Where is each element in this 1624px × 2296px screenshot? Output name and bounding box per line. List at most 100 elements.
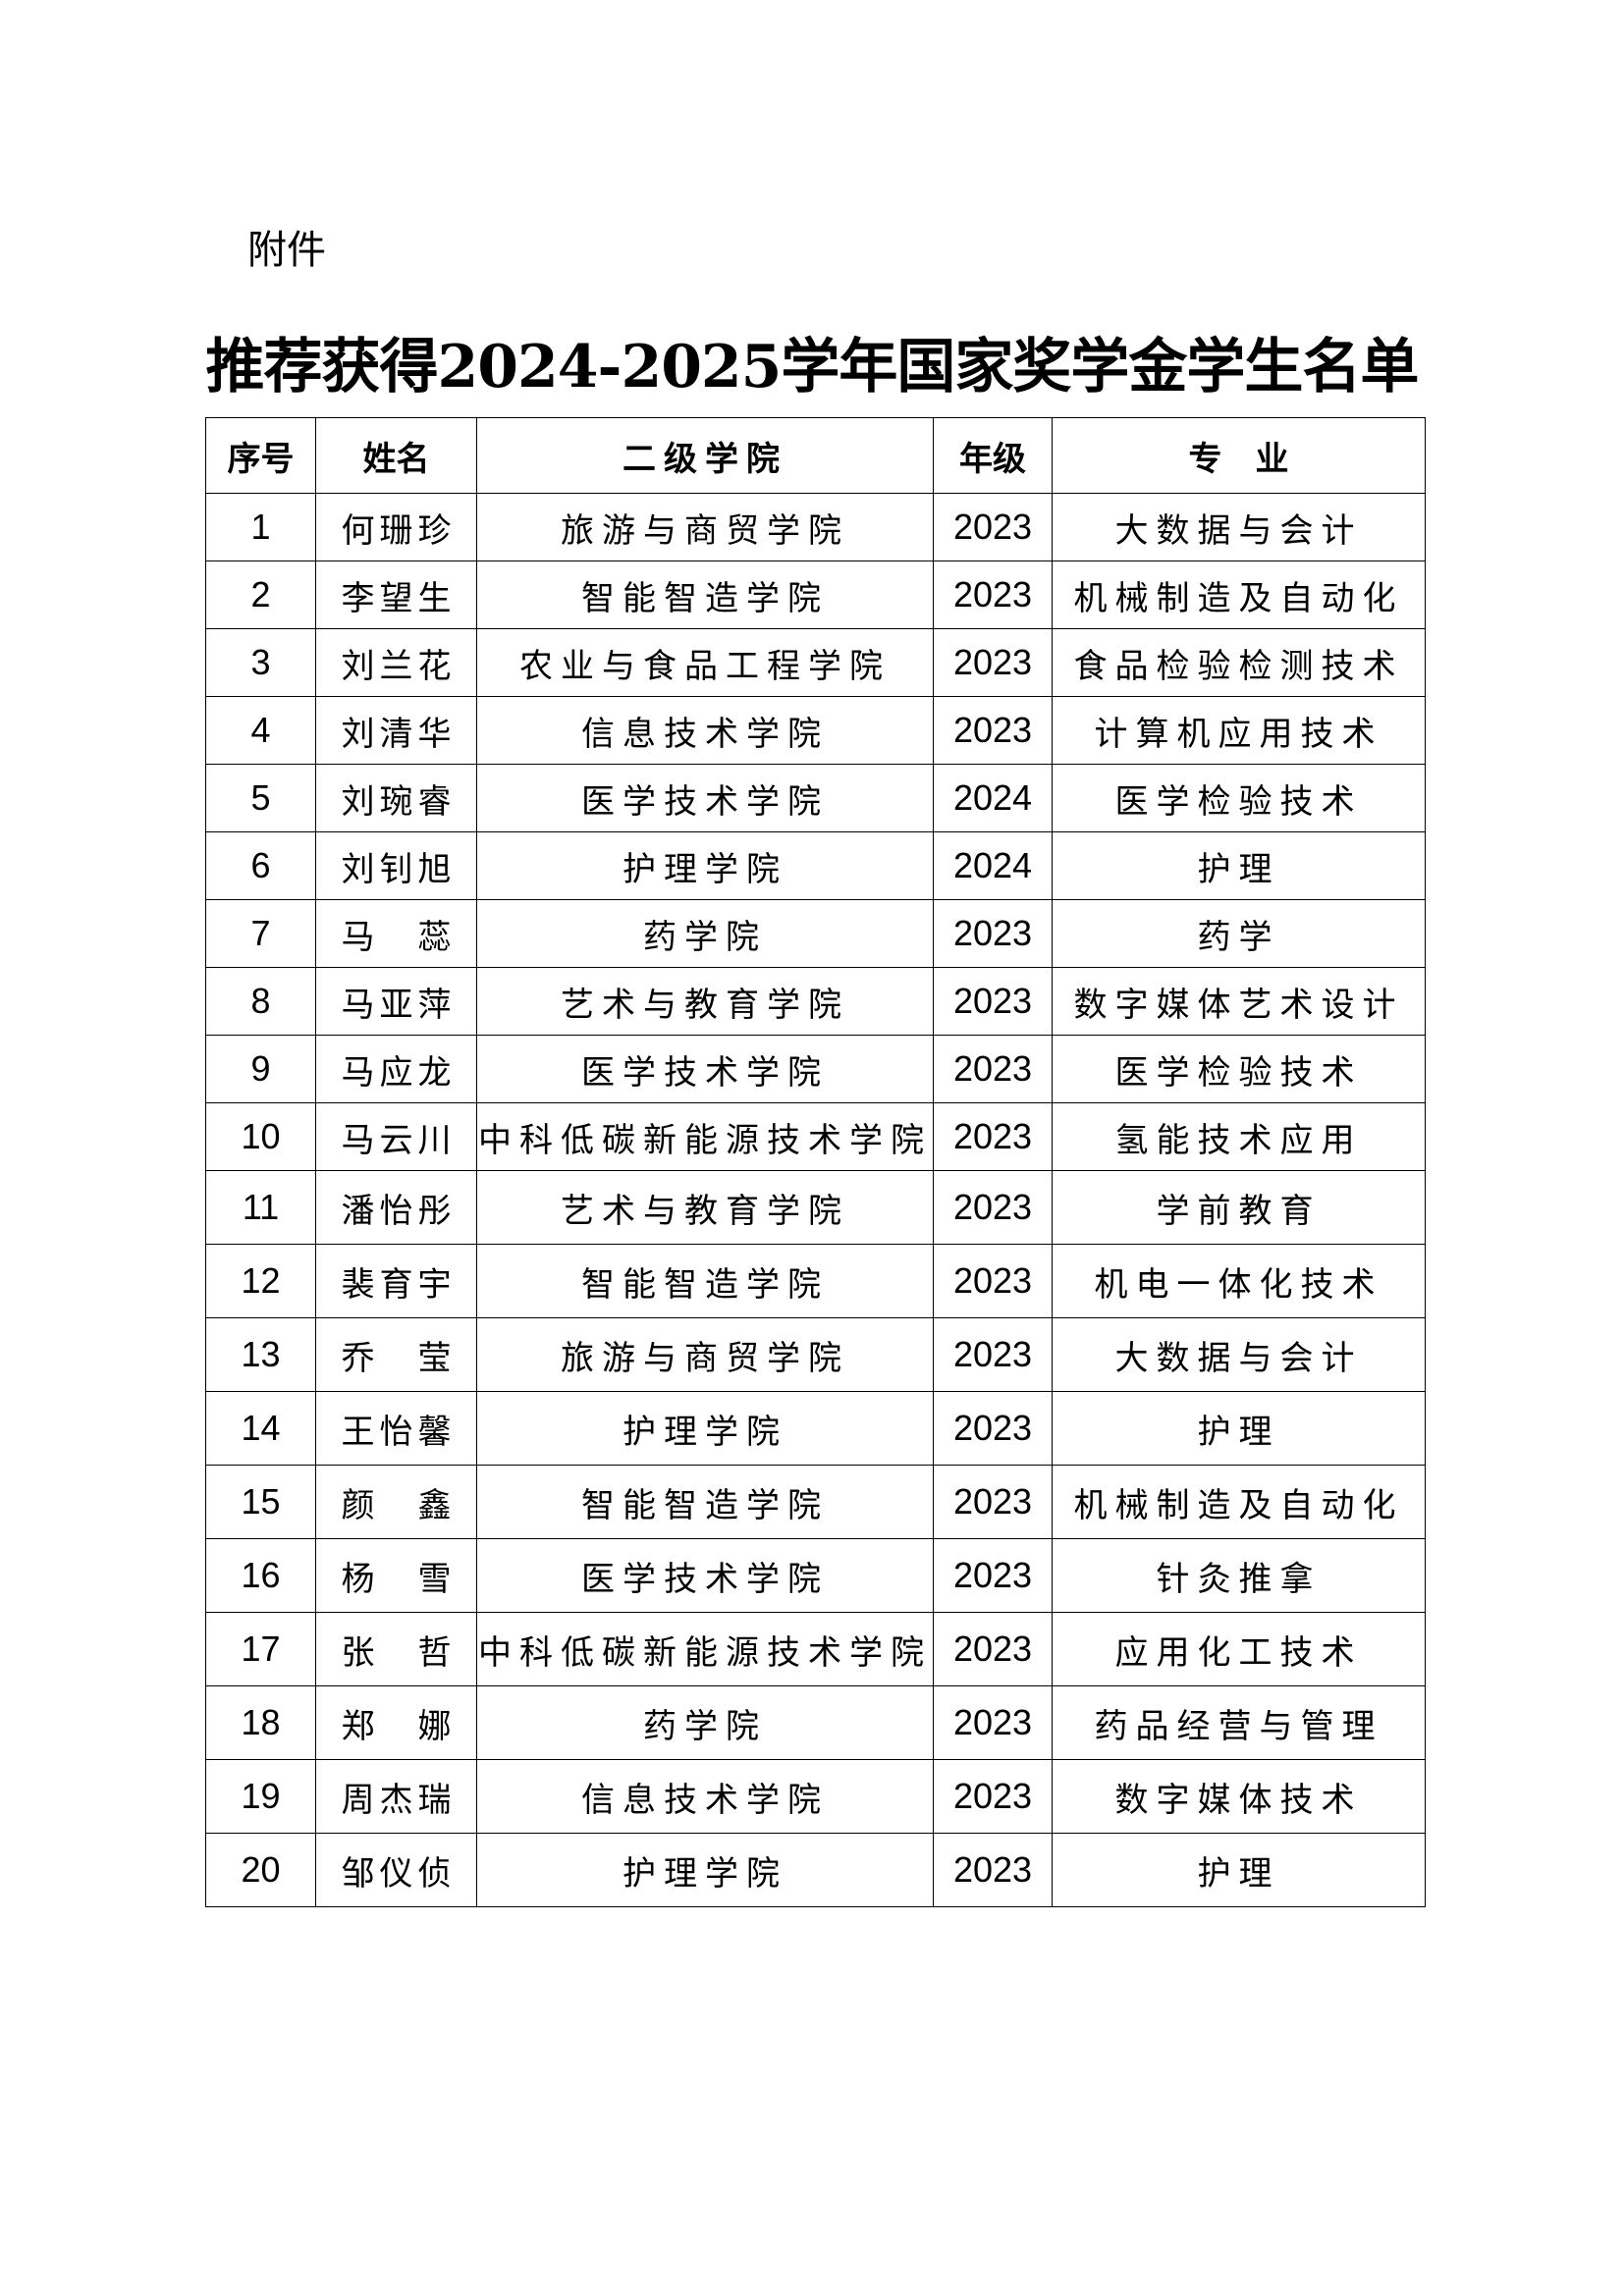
index-cell: 7	[205, 899, 316, 968]
index-cell: 16	[205, 1538, 316, 1613]
table-row: 9 马应龙 医学技术学院 2023 医学检验技术	[205, 1035, 1426, 1103]
grade-cell: 2023	[933, 561, 1053, 629]
table-row: 4 刘清华 信息技术学院 2023 计算机应用技术	[205, 696, 1426, 765]
index-cell: 4	[205, 696, 316, 765]
name-cell: 裴育宇	[315, 1244, 477, 1318]
college-cell: 旅游与商贸学院	[476, 493, 934, 561]
index-cell: 13	[205, 1317, 316, 1392]
college-cell: 农业与食品工程学院	[476, 628, 934, 697]
student-name: 王怡馨	[341, 1412, 452, 1452]
college-cell: 医学技术学院	[476, 764, 934, 832]
major-cell: 药学	[1052, 899, 1426, 968]
major-cell: 医学检验技术	[1052, 764, 1426, 832]
major-cell: 药品经营与管理	[1052, 1685, 1426, 1760]
major-cell: 数字媒体技术	[1052, 1759, 1426, 1834]
table-row: 16 杨雪 医学技术学院 2023 针灸推拿	[205, 1538, 1426, 1613]
table-row: 15 颜鑫 智能智造学院 2023 机械制造及自动化	[205, 1465, 1426, 1539]
index-cell: 11	[205, 1170, 316, 1245]
grade-cell: 2023	[933, 1759, 1053, 1834]
student-name: 周杰瑞	[341, 1780, 452, 1820]
index-cell: 2	[205, 561, 316, 629]
name-cell: 周杰瑞	[315, 1759, 477, 1834]
major-cell: 氢能技术应用	[1052, 1102, 1426, 1171]
grade-cell: 2023	[933, 1244, 1053, 1318]
index-cell: 9	[205, 1035, 316, 1103]
major-cell: 护理	[1052, 1833, 1426, 1907]
table-row: 10 马云川 中科低碳新能源技术学院 2023 氢能技术应用	[205, 1102, 1426, 1171]
table-row: 20 邹仪侦 护理学院 2023 护理	[205, 1833, 1426, 1907]
name-cell: 潘怡彤	[315, 1170, 477, 1245]
college-cell: 医学技术学院	[476, 1538, 934, 1613]
table-row: 1 何珊珍 旅游与商贸学院 2023 大数据与会计	[205, 493, 1426, 561]
college-cell: 药学院	[476, 1685, 934, 1760]
name-cell: 何珊珍	[315, 493, 477, 561]
table-row: 13 乔莹 旅游与商贸学院 2023 大数据与会计	[205, 1317, 1426, 1392]
student-name: 刘钊旭	[341, 849, 452, 889]
name-cell: 邹仪侦	[315, 1833, 477, 1907]
document-title: 推荐获得2024-2025学年国家奖学金学生名单	[205, 333, 1420, 401]
name-cell: 马云川	[315, 1102, 477, 1171]
table-row: 8 马亚萍 艺术与教育学院 2023 数字媒体艺术设计	[205, 967, 1426, 1036]
table-row: 18 郑娜 药学院 2023 药品经营与管理	[205, 1685, 1426, 1760]
major-cell: 大数据与会计	[1052, 493, 1426, 561]
student-name: 裴育宇	[341, 1264, 452, 1305]
college-cell: 信息技术学院	[476, 696, 934, 765]
grade-cell: 2023	[933, 1170, 1053, 1245]
major-cell: 护理	[1052, 831, 1426, 900]
index-cell: 8	[205, 967, 316, 1036]
major-cell: 大数据与会计	[1052, 1317, 1426, 1392]
student-name: 杨雪	[341, 1559, 452, 1599]
grade-cell: 2023	[933, 628, 1053, 697]
index-cell: 18	[205, 1685, 316, 1760]
name-cell: 张哲	[315, 1612, 477, 1686]
grade-cell: 2023	[933, 1391, 1053, 1466]
table-row: 6 刘钊旭 护理学院 2024 护理	[205, 831, 1426, 900]
college-cell: 护理学院	[476, 831, 934, 900]
grade-cell: 2023	[933, 1102, 1053, 1171]
grade-cell: 2023	[933, 1685, 1053, 1760]
student-name: 潘怡彤	[341, 1191, 452, 1231]
header-name: 姓名	[315, 417, 477, 494]
college-cell: 智能智造学院	[476, 1244, 934, 1318]
table-row: 3 刘兰花 农业与食品工程学院 2023 食品检验检测技术	[205, 628, 1426, 697]
grade-cell: 2023	[933, 1317, 1053, 1392]
major-cell: 护理	[1052, 1391, 1426, 1466]
grade-cell: 2023	[933, 1465, 1053, 1539]
index-cell: 10	[205, 1102, 316, 1171]
student-name: 郑娜	[341, 1706, 452, 1746]
student-name: 刘兰花	[341, 646, 452, 686]
college-cell: 艺术与教育学院	[476, 967, 934, 1036]
student-name: 李望生	[341, 578, 452, 618]
student-name: 乔莹	[341, 1338, 452, 1378]
student-name: 邹仪侦	[341, 1853, 452, 1894]
name-cell: 王怡馨	[315, 1391, 477, 1466]
header-grade: 年级	[933, 417, 1053, 494]
name-cell: 马蕊	[315, 899, 477, 968]
college-cell: 护理学院	[476, 1391, 934, 1466]
grade-cell: 2023	[933, 899, 1053, 968]
major-cell: 学前教育	[1052, 1170, 1426, 1245]
name-cell: 马应龙	[315, 1035, 477, 1103]
student-name: 刘琬睿	[341, 781, 452, 822]
grade-cell: 2023	[933, 1612, 1053, 1686]
college-cell: 中科低碳新能源技术学院	[476, 1612, 934, 1686]
name-cell: 刘兰花	[315, 628, 477, 697]
grade-cell: 2023	[933, 696, 1053, 765]
grade-cell: 2024	[933, 831, 1053, 900]
college-cell: 智能智造学院	[476, 1465, 934, 1539]
index-cell: 6	[205, 831, 316, 900]
grade-cell: 2023	[933, 493, 1053, 561]
major-cell: 机械制造及自动化	[1052, 1465, 1426, 1539]
major-cell: 数字媒体艺术设计	[1052, 967, 1426, 1036]
index-cell: 1	[205, 493, 316, 561]
table-row: 7 马蕊 药学院 2023 药学	[205, 899, 1426, 968]
table-header-row: 序号 姓名 二级学院 年级 专 业	[205, 417, 1426, 494]
header-index: 序号	[205, 417, 316, 494]
scholarship-table: 序号 姓名 二级学院 年级 专 业 1 何珊珍 旅游与商贸学院 2023 大数据与会计 2…	[205, 417, 1426, 1907]
name-cell: 刘琬睿	[315, 764, 477, 832]
index-cell: 17	[205, 1612, 316, 1686]
name-cell: 马亚萍	[315, 967, 477, 1036]
student-name: 马蕊	[341, 917, 452, 957]
header-major: 专 业	[1052, 417, 1426, 494]
major-cell: 计算机应用技术	[1052, 696, 1426, 765]
